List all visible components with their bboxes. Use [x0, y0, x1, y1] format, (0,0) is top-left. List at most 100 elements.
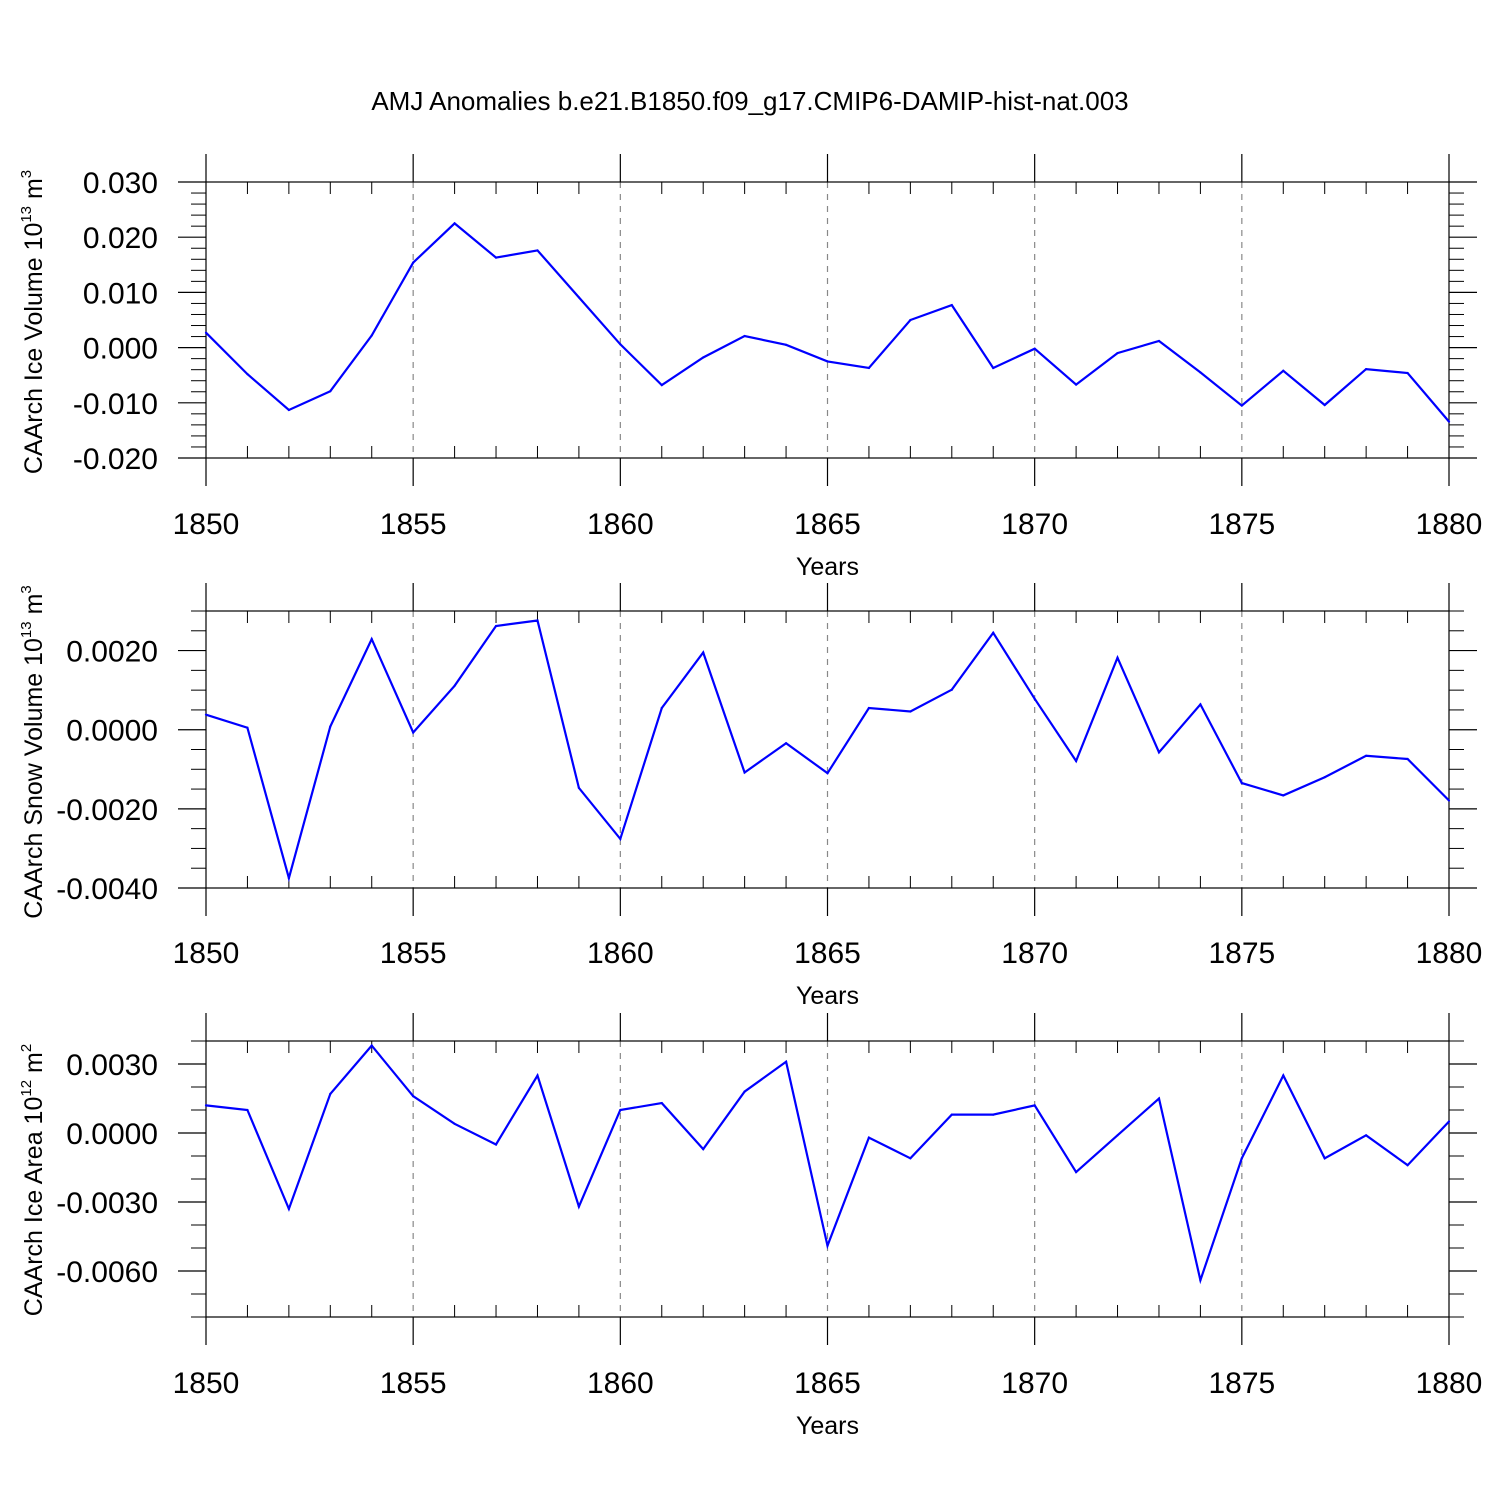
x-tick-label: 1880 — [1416, 508, 1483, 541]
data-point — [1116, 656, 1119, 659]
data-point — [1033, 1104, 1036, 1107]
data-point — [494, 624, 498, 628]
data-point — [1033, 697, 1036, 700]
data-point — [1447, 420, 1451, 423]
y-tick-label: 0.0000 — [66, 715, 158, 748]
x-tick-label: 1850 — [173, 1367, 240, 1400]
data-point — [329, 1092, 332, 1095]
data-point — [660, 706, 663, 710]
data-point — [1447, 1120, 1451, 1123]
data-point — [1199, 703, 1202, 706]
y-tick-label: 0.0000 — [66, 1118, 158, 1151]
data-point — [1157, 751, 1161, 754]
data-point — [743, 334, 746, 338]
data-point — [577, 296, 581, 299]
panel-1: -0.020 -0.010 0.000 0.010 0.020 0.030 1850 1855… — [18, 154, 1482, 581]
x-tick-label: 1870 — [1001, 508, 1068, 541]
data-point — [909, 318, 912, 322]
x-tick-label: 1865 — [794, 937, 861, 970]
x-tick-label: 1855 — [380, 937, 447, 970]
x-tick-label: 1850 — [173, 937, 240, 970]
data-point — [867, 1136, 871, 1139]
data-point — [1406, 371, 1409, 375]
data-point — [1365, 1134, 1368, 1137]
y-tick-label: 0.010 — [83, 277, 158, 310]
panel-3: -0.0060 -0.0030 0.0000 0.0030 1850 1855 1860 18… — [18, 1013, 1482, 1440]
y-tick-label: -0.0040 — [56, 873, 158, 906]
data-point — [1240, 404, 1243, 407]
data-point — [1406, 1164, 1409, 1167]
x-tick-label: 1880 — [1416, 1367, 1483, 1400]
x-tick-label: 1855 — [380, 1367, 447, 1400]
data-point — [1323, 403, 1326, 407]
data-point — [246, 1108, 249, 1112]
data-point — [1240, 782, 1243, 785]
data-point — [1240, 1157, 1243, 1160]
data-point — [950, 303, 953, 307]
x-axis-label: Years — [796, 553, 859, 581]
y-axis-label: CAArch Ice Volume 1013 m3 — [18, 170, 48, 474]
data-point — [1282, 1074, 1285, 1077]
data-point — [784, 1060, 788, 1063]
x-axis-label: Years — [796, 982, 859, 1010]
x-axis-label: Years — [796, 1412, 859, 1440]
x-tick-label: 1880 — [1416, 937, 1483, 970]
y-tick-label: 0.030 — [83, 167, 158, 200]
data-point — [784, 343, 788, 346]
data-point — [1116, 352, 1119, 355]
data-point — [204, 713, 208, 716]
data-point — [950, 1113, 953, 1116]
data-point — [1365, 368, 1368, 371]
data-point — [536, 249, 539, 252]
data-point — [412, 261, 415, 264]
data-point — [992, 631, 995, 634]
data-point — [287, 408, 290, 412]
x-tick-label: 1860 — [587, 508, 654, 541]
y-tick-label: -0.0030 — [56, 1187, 158, 1220]
data-point — [1282, 369, 1285, 372]
data-point — [246, 726, 249, 729]
data-point — [992, 1113, 995, 1116]
data-point — [660, 384, 663, 387]
data-point — [1157, 1097, 1161, 1100]
data-point — [1406, 757, 1409, 761]
data-point — [536, 1074, 539, 1077]
data-point — [1033, 347, 1036, 350]
data-point — [702, 1148, 705, 1151]
x-tick-label: 1875 — [1208, 508, 1275, 541]
data-point — [1157, 339, 1161, 343]
data-point — [702, 356, 705, 359]
y-tick-label: -0.0020 — [56, 794, 158, 827]
x-tick-label: 1875 — [1208, 937, 1275, 970]
data-point — [867, 706, 871, 710]
data-point — [494, 256, 498, 259]
data-point — [1116, 1134, 1119, 1137]
x-tick-label: 1870 — [1001, 1367, 1068, 1400]
y-tick-label: -0.020 — [73, 443, 158, 476]
y-tick-label: 0.000 — [83, 333, 158, 366]
data-point — [287, 877, 290, 880]
x-tick-label: 1865 — [794, 508, 861, 541]
data-point — [204, 331, 208, 334]
x-tick-label: 1850 — [173, 508, 240, 541]
data-point — [453, 1122, 456, 1125]
data-point — [287, 1207, 290, 1210]
data-point — [412, 1095, 415, 1098]
data-point — [1323, 776, 1326, 779]
data-point — [329, 725, 332, 728]
data-point — [619, 1108, 622, 1112]
data-point — [826, 772, 829, 775]
data-point — [950, 688, 953, 691]
data-point — [619, 837, 622, 841]
figure-title: AMJ Anomalies b.e21.B1850.f09_g17.CMIP6-… — [371, 86, 1128, 116]
data-point — [577, 1205, 581, 1208]
x-tick-label: 1860 — [587, 1367, 654, 1400]
data-point — [1199, 371, 1202, 374]
data-point — [826, 1244, 829, 1247]
data-point — [1199, 1279, 1202, 1282]
panels: -0.020 -0.010 0.000 0.010 0.020 0.030 1850 1855… — [18, 154, 1482, 1440]
x-tick-label: 1865 — [794, 1367, 861, 1400]
y-tick-label: 0.020 — [83, 222, 158, 255]
